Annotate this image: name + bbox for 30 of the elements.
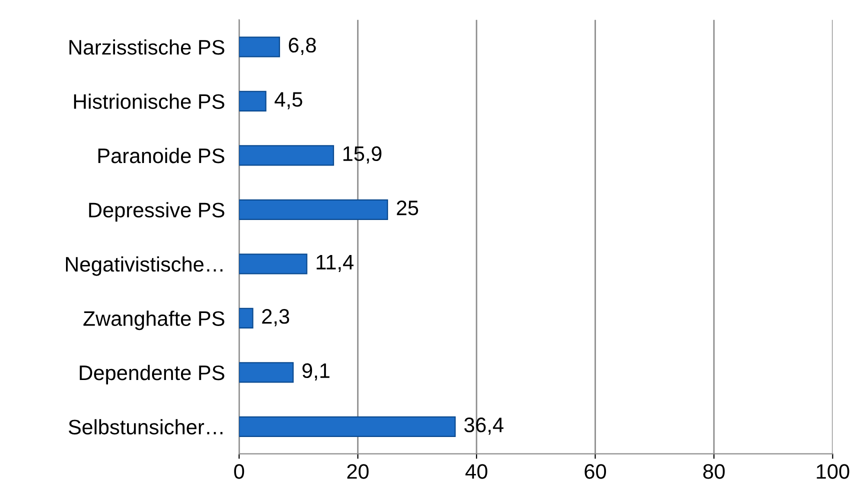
bar xyxy=(239,254,308,274)
data-label: 2,3 xyxy=(262,309,290,326)
bar xyxy=(239,145,334,166)
bar xyxy=(239,362,294,383)
x-tick-label: 40 xyxy=(465,464,488,479)
bar xyxy=(239,90,266,112)
bar xyxy=(239,308,254,329)
data-label: 9,1 xyxy=(302,363,330,381)
y-tick-label: Negativistische… xyxy=(66,256,222,276)
bar xyxy=(239,199,388,220)
y-tick-label: Paranoide PS xyxy=(98,148,224,164)
data-label: 6,8 xyxy=(288,38,316,56)
x-tick-label: 80 xyxy=(703,464,725,479)
data-label: 11,4 xyxy=(316,255,354,272)
bar xyxy=(239,416,456,438)
x-tick-label: 0 xyxy=(234,464,244,479)
data-label: 36,4 xyxy=(464,418,504,435)
x-tick-label: 100 xyxy=(816,464,850,479)
data-label: 25 xyxy=(396,200,418,216)
x-tick-label: 20 xyxy=(347,464,369,479)
y-tick-label: Histrionische PS xyxy=(74,94,224,109)
y-tick-label: Narzisstische PS xyxy=(69,39,224,55)
y-tick-label: Depressive PS xyxy=(89,202,224,222)
y-tick-label: Dependente PS xyxy=(80,364,224,384)
y-tick-label: Selbstunsicher… xyxy=(68,419,222,434)
data-label: 4,5 xyxy=(274,92,302,110)
data-label: 15,9 xyxy=(343,146,382,164)
x-tick-label: 60 xyxy=(584,464,606,479)
y-tick-label: Zwanghafte PS xyxy=(83,310,224,330)
bar xyxy=(239,36,280,58)
